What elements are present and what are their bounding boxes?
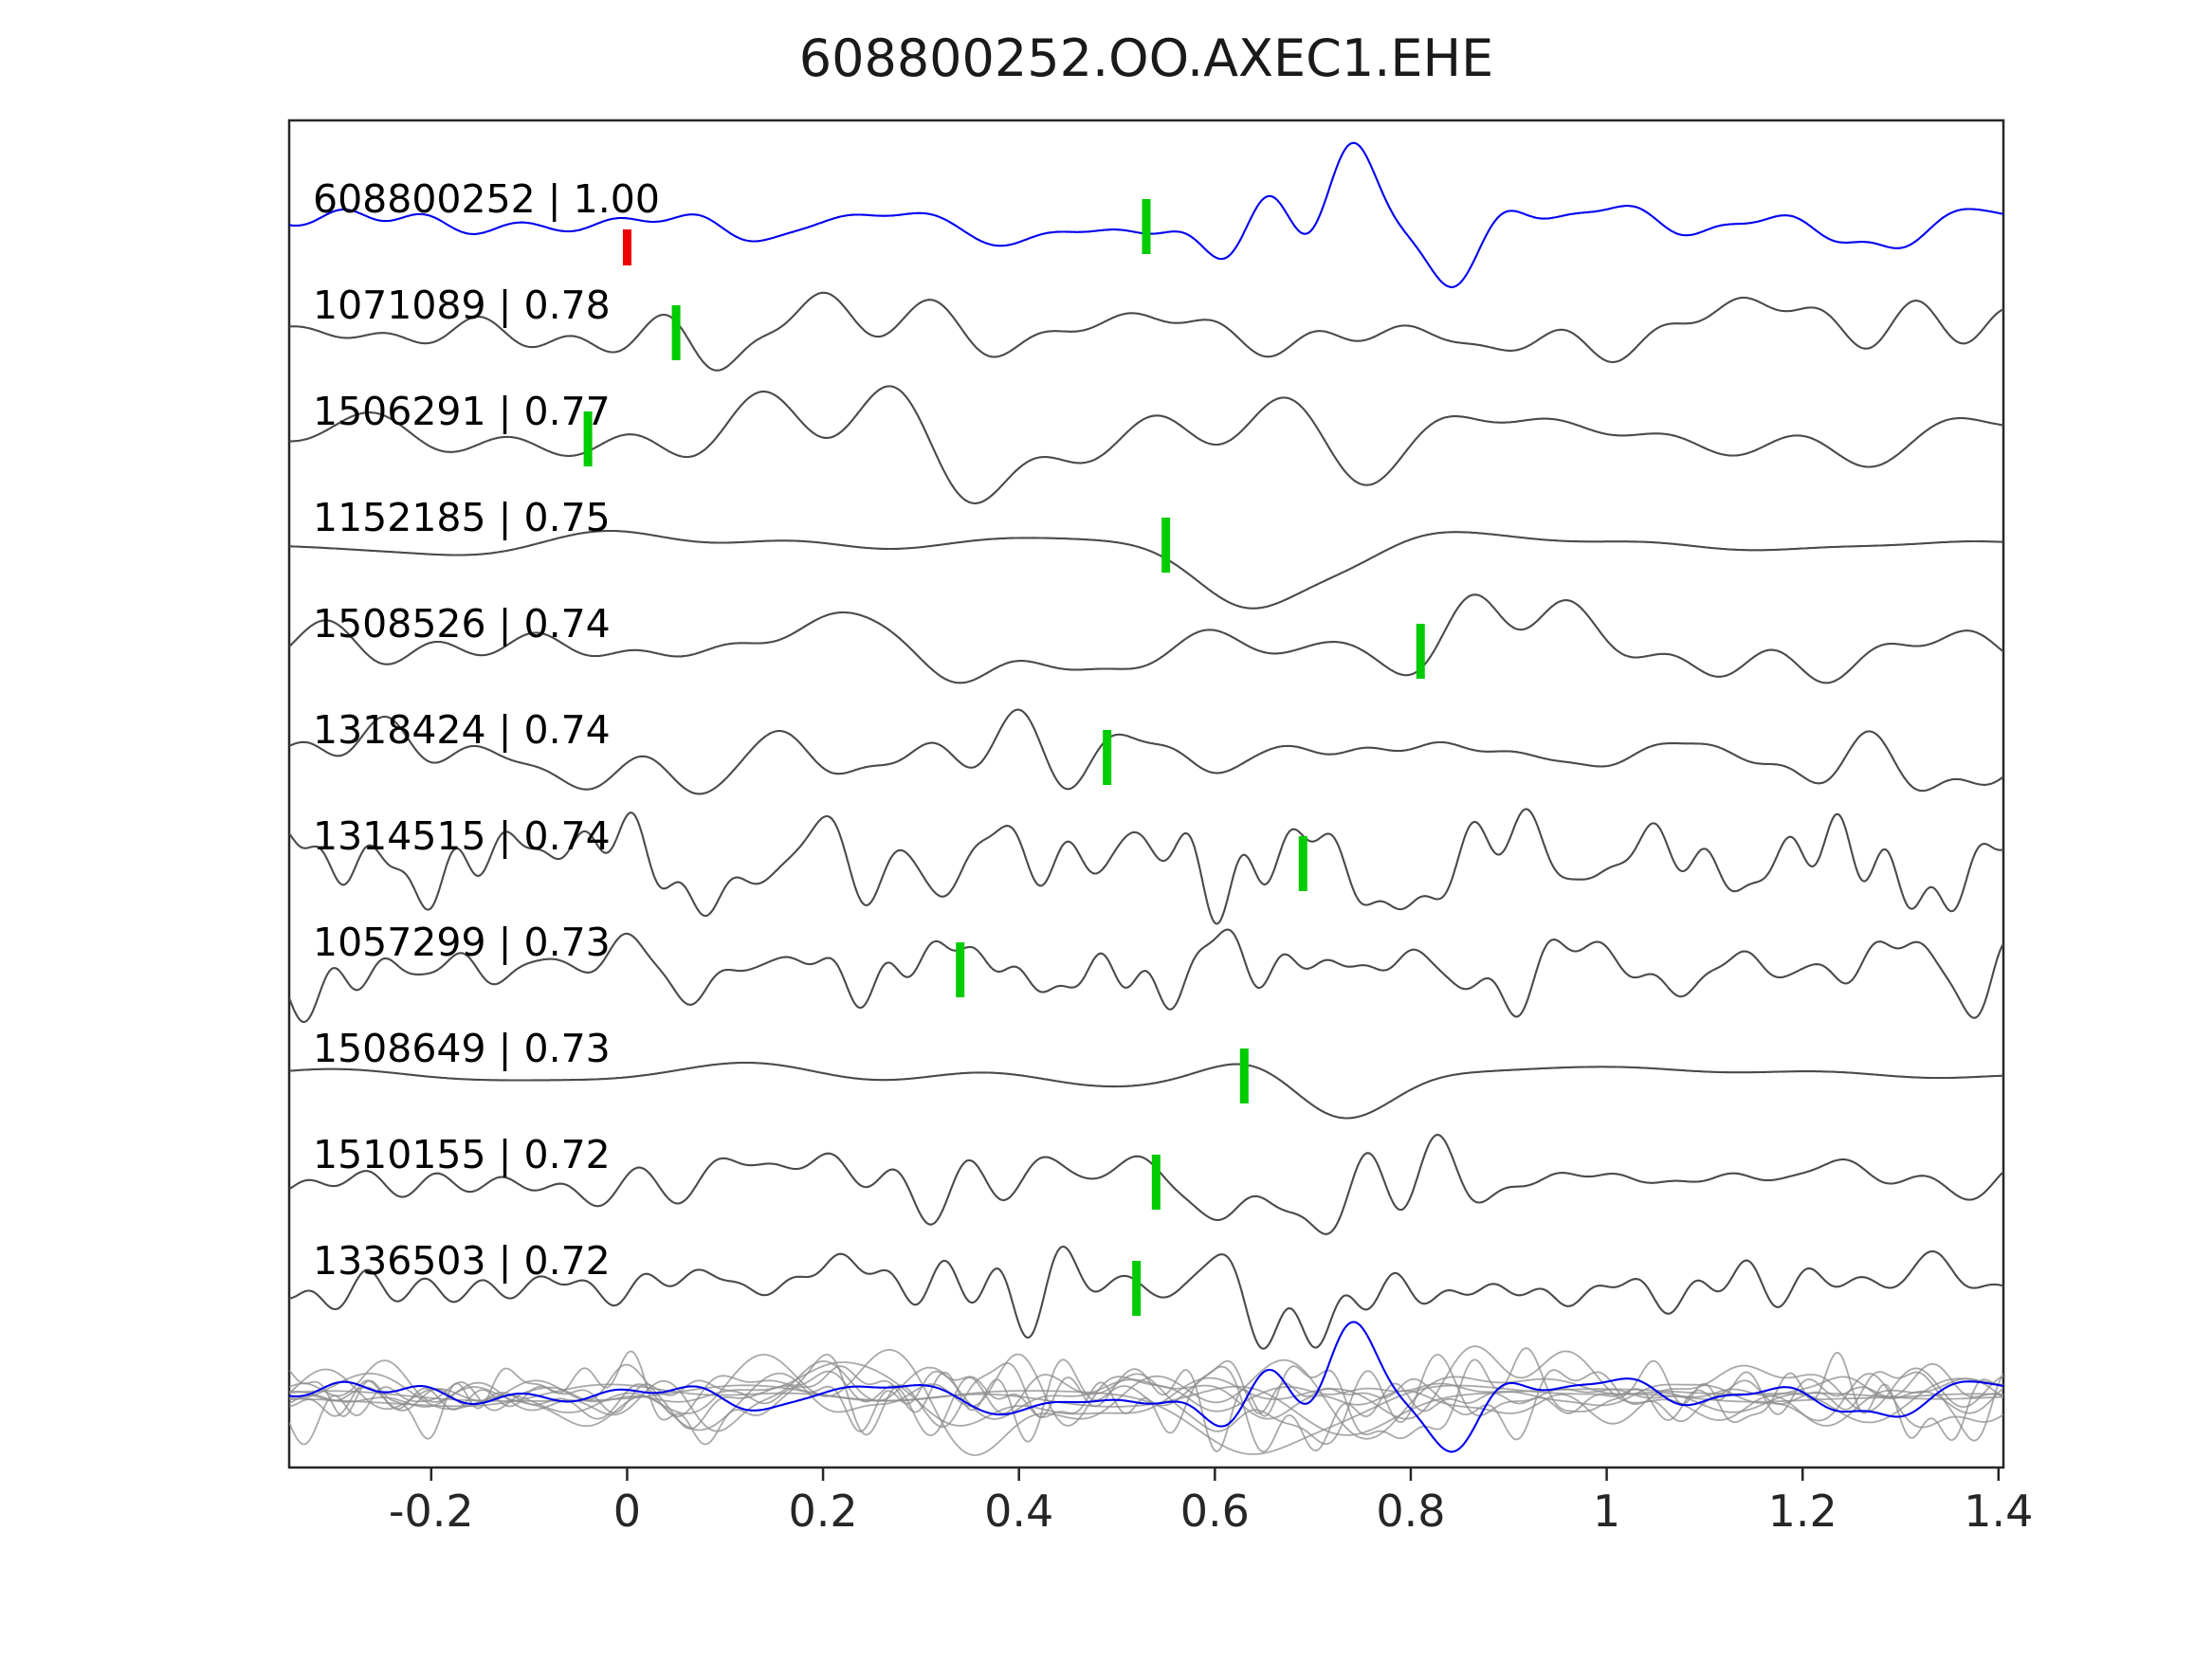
waveform-trace-1508526: [289, 593, 2003, 684]
overlay-trace-1508526: [289, 1345, 2003, 1427]
overlay-trace-1318424: [289, 1353, 2003, 1431]
x-axis: -0.2 0 0.2 0.4 0.6 0.8 1 1.2 1.4: [389, 1468, 2033, 1537]
trace-label: 1506291 | 0.77: [313, 389, 611, 434]
waveform-trace-1314515: [289, 808, 2003, 925]
trace-label: 1057299 | 0.73: [313, 920, 611, 965]
overlay-trace-1336503: [289, 1358, 2003, 1453]
x-tick-label: 1: [1593, 1486, 1620, 1537]
waveform-trace-1152185: [289, 529, 2003, 610]
chart-title: 608800252.OO.AXEC1.EHE: [799, 28, 1493, 88]
trace-label: 1152185 | 0.75: [313, 495, 611, 540]
trace-label: 608800252 | 1.00: [313, 176, 660, 222]
waveform-trace-1057299: [289, 928, 2003, 1024]
waveform-trace-1510155: [289, 1133, 2003, 1235]
trace-label: 1508649 | 0.73: [313, 1026, 611, 1071]
trace-label: 1508526 | 0.74: [313, 601, 611, 647]
trace-label: 1510155 | 0.72: [313, 1132, 611, 1177]
trace-label: 1314515 | 0.74: [313, 813, 611, 859]
x-tick-label: 0.6: [1180, 1486, 1250, 1537]
overlay-trace-template: [289, 1321, 2003, 1453]
x-tick-label: 1.2: [1768, 1486, 1837, 1537]
waveform-trace-1506291: [289, 385, 2003, 504]
overlay-trace-1510155: [289, 1353, 2003, 1446]
waveform-trace-1071089: [289, 291, 2003, 372]
x-tick-label: -0.2: [389, 1486, 474, 1537]
trace-label: 1336503 | 0.72: [313, 1238, 611, 1284]
waveform-trace-1336503: [289, 1245, 2003, 1350]
x-tick-label: 1.4: [1964, 1486, 2033, 1537]
trace-label-group: 608800252 | 1.00 1071089 | 0.78 1506291 | …: [313, 176, 660, 1284]
trace-label: 1318424 | 0.74: [313, 707, 611, 753]
trace-label: 1071089 | 0.78: [313, 283, 611, 328]
plot-border: [287, 118, 2005, 1469]
x-tick-label: 0.4: [984, 1486, 1053, 1537]
x-tick-label: 0.8: [1376, 1486, 1445, 1537]
x-tick-label: 0: [613, 1486, 641, 1537]
waveform-trace-1508649: [289, 1061, 2003, 1120]
waveform-trace-1318424: [289, 708, 2003, 795]
trace-group: [289, 141, 2003, 1456]
x-tick-label: 0.2: [788, 1486, 857, 1537]
